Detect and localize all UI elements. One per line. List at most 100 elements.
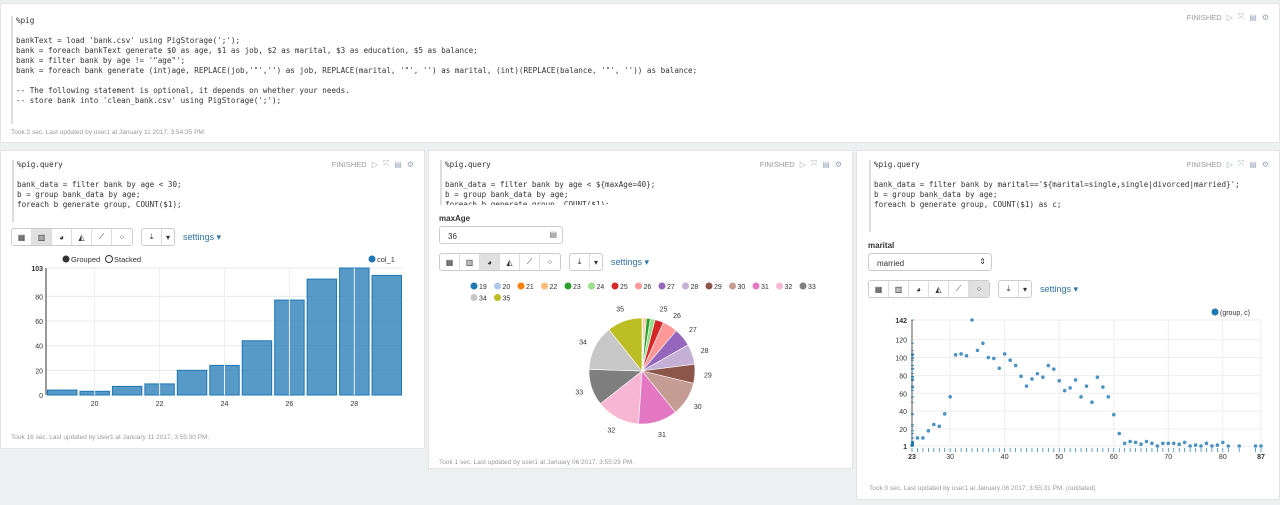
chart-toolbar: ▦ ▥ ◕ ◭ ⟋ ⁘ ⤓ ▾ settings ▾ [439, 253, 649, 271]
scatter-chart-icon[interactable]: ⁘ [118, 232, 126, 242]
legend-marker [494, 282, 501, 290]
scatter-point [932, 422, 936, 427]
scatter-point [1057, 378, 1062, 383]
bar-chart-icon[interactable]: ▥ [32, 229, 52, 245]
scatter-point [1122, 441, 1127, 446]
book-icon[interactable]: ▤ [822, 159, 830, 169]
legend-marker [799, 282, 807, 290]
legend-label: 26 [644, 284, 652, 291]
slice-label: 30 [694, 404, 702, 411]
y-tick-label: 40 [35, 344, 43, 351]
area-chart-icon[interactable]: ◭ [929, 281, 949, 297]
scatter-point [921, 436, 925, 440]
legend-label: col_1 [377, 255, 395, 264]
code-editor[interactable]: %pig bankText = load 'bank.csv' using Pi… [11, 16, 697, 124]
scatter-chart-icon[interactable]: ⁘ [969, 281, 989, 297]
code-editor[interactable]: %pig.query bank_data = filter bank by ma… [869, 160, 1269, 232]
legend-label: 34 [479, 296, 487, 303]
legend-marker [564, 282, 572, 290]
y-tick-label: 1 [903, 444, 907, 451]
code-editor[interactable]: %pig.query bank_data = filter bank by ag… [12, 160, 412, 222]
param-label: marital [868, 241, 895, 250]
scatter-point [1237, 444, 1241, 448]
code-editor[interactable]: %pig.query bank_data = filter bank by ag… [440, 160, 840, 205]
y-tick-label: 0 [39, 393, 43, 400]
scatter-point [964, 353, 969, 358]
line-chart-icon[interactable]: ⟋ [949, 281, 969, 297]
area-chart-icon[interactable]: ◭ [500, 254, 520, 270]
scatter-point [1188, 444, 1192, 448]
pie-chart-icon[interactable]: ◕ [480, 254, 500, 270]
expand-icon[interactable]: ⤧ [1237, 159, 1245, 168]
legend-marker [776, 282, 783, 290]
stacked-radio [105, 255, 113, 263]
scatter-point [926, 429, 931, 433]
pie-chart-icon[interactable]: ◕ [909, 281, 929, 297]
max-age-input[interactable]: 36 ▤ [439, 226, 563, 244]
y-tick-label: 40 [899, 409, 907, 416]
legend-label: 21 [526, 284, 534, 291]
x-tick-label: 30 [946, 454, 954, 461]
gear-icon[interactable]: ⚙ [1261, 159, 1269, 169]
bar-chart-icon[interactable]: ▥ [460, 254, 480, 270]
run-icon[interactable]: ▷ [371, 159, 378, 169]
scatter-point [1019, 374, 1023, 379]
line-chart-icon[interactable]: ⟋ [520, 254, 540, 270]
status-label: FINISHED [759, 159, 795, 169]
gear-icon[interactable]: ⚙ [834, 159, 842, 169]
gear-icon[interactable]: ⚙ [1261, 12, 1269, 22]
caret-down-icon[interactable]: ▾ [165, 232, 170, 242]
legend-label: 20 [503, 284, 511, 291]
settings-dropdown[interactable]: settings ▾ [1040, 283, 1079, 294]
run-icon[interactable]: ▷ [1226, 12, 1233, 22]
scatter-point [942, 412, 947, 416]
y-tick-label: 60 [899, 391, 907, 398]
bar [47, 389, 78, 396]
paragraph-footer: Took 2 sec. Last updated by user1 at Jan… [11, 129, 206, 136]
scatter-point [1226, 444, 1231, 448]
legend-label: 33 [808, 284, 816, 291]
scatter-point [1030, 377, 1034, 381]
pie-chart-icon[interactable]: ◕ [52, 229, 72, 245]
book-icon[interactable]: ▤ [1249, 159, 1257, 169]
book-icon[interactable]: ▤ [394, 159, 402, 169]
caret-down-icon[interactable]: ▾ [1022, 284, 1027, 294]
line-chart-icon[interactable]: ⟋ [92, 229, 112, 245]
legend-marker [470, 282, 478, 290]
run-icon[interactable]: ▷ [1226, 159, 1233, 169]
scatter-point [1161, 441, 1165, 446]
scatter-point [1128, 439, 1132, 444]
caret-down-icon[interactable]: ▾ [593, 257, 598, 267]
y-tick-label: 80 [35, 294, 43, 301]
settings-dropdown[interactable]: settings ▾ [611, 256, 650, 267]
download-icon[interactable]: ⤓ [999, 281, 1019, 297]
settings-dropdown[interactable]: settings ▾ [183, 231, 222, 242]
legend-label: 25 [620, 284, 628, 291]
table-icon[interactable]: ▦ [440, 254, 460, 270]
scatter-point [1046, 363, 1051, 368]
run-icon[interactable]: ▷ [799, 159, 806, 169]
scatter-point [937, 424, 942, 429]
gear-icon[interactable]: ⚙ [406, 159, 414, 169]
table-icon[interactable]: ▦ [12, 229, 32, 245]
pie-chart: 19 20 21 22 23 24 25 26 27 28 29 30 31 32 33 34 35 25 26 27… [470, 282, 816, 439]
legend-marker [682, 282, 689, 290]
bar [111, 385, 143, 396]
slice-label: 33 [575, 390, 583, 397]
x-tick-label: 87 [1257, 454, 1265, 461]
marital-select[interactable]: married ⇕ [868, 253, 992, 271]
legend-marker [658, 282, 666, 290]
table-icon[interactable]: ▦ [869, 281, 889, 297]
bar-chart-icon[interactable]: ▥ [889, 281, 909, 297]
expand-icon[interactable]: ⤧ [382, 159, 390, 168]
expand-icon[interactable]: ⤧ [810, 159, 818, 168]
legend-label: 27 [667, 284, 675, 291]
scatter-point [1182, 440, 1187, 445]
scatter-chart-icon[interactable]: ⁘ [546, 257, 554, 267]
expand-icon[interactable]: ⤧ [1237, 12, 1245, 21]
download-icon[interactable]: ⤓ [570, 254, 590, 270]
area-chart-icon[interactable]: ◭ [72, 229, 92, 245]
book-icon[interactable]: ▤ [1249, 12, 1257, 22]
download-icon[interactable]: ⤓ [142, 229, 162, 245]
paragraph-pig-load: %pig bankText = load 'bank.csv' using Pi… [0, 3, 1280, 143]
